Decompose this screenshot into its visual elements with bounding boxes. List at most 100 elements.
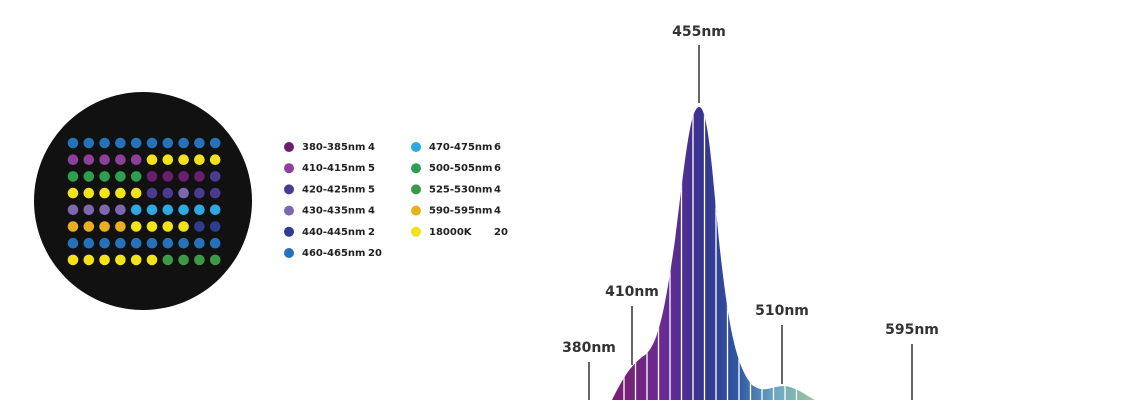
led [194, 154, 205, 165]
led [209, 154, 221, 165]
led [99, 237, 110, 249]
led [115, 221, 126, 232]
peak-lines [588, 45, 913, 400]
legend-count: 20 [368, 248, 382, 259]
led [209, 187, 221, 199]
led [194, 254, 205, 266]
led [194, 171, 205, 182]
led [67, 204, 79, 216]
led [83, 221, 95, 232]
legend-dot [284, 226, 294, 237]
led [146, 204, 158, 216]
legend-dot [411, 205, 421, 216]
led [99, 254, 110, 266]
led [99, 204, 110, 216]
led [99, 187, 110, 199]
peak-label: 380nm [562, 340, 616, 356]
led [83, 254, 95, 266]
led [209, 221, 221, 232]
led [146, 137, 158, 149]
legend-count: 4 [368, 206, 375, 217]
led [178, 204, 189, 216]
legend-dot [411, 163, 421, 174]
legend-dot [284, 184, 294, 195]
led [146, 154, 158, 165]
led-board [34, 92, 252, 310]
spectrum [612, 106, 815, 401]
legend-count: 20 [494, 227, 508, 238]
legend-label: 380-385nm [302, 142, 365, 153]
led [67, 187, 79, 199]
led [209, 137, 221, 149]
led [83, 171, 95, 182]
led [67, 221, 79, 232]
legend-label: 410-415nm [302, 163, 365, 174]
peak-label: 410nm [605, 284, 659, 300]
led [178, 137, 189, 149]
led [178, 254, 189, 266]
led [209, 254, 221, 266]
led [162, 187, 174, 199]
led [146, 187, 158, 199]
led-grid [67, 137, 221, 266]
led [99, 137, 110, 149]
led [178, 187, 189, 199]
led [67, 137, 79, 149]
legend-label: 470-475nm [429, 142, 492, 153]
led [99, 154, 110, 165]
legend-count: 2 [368, 227, 375, 238]
led [162, 154, 174, 165]
legend-dot [284, 248, 294, 258]
peak-label: 455nm [672, 24, 726, 40]
led [115, 171, 126, 182]
led [115, 254, 126, 266]
legend-dot [411, 184, 421, 195]
led [178, 154, 189, 165]
led [83, 237, 95, 249]
peak-label: 595nm [885, 322, 939, 338]
led [115, 204, 126, 216]
led [115, 187, 126, 199]
legend-dot [284, 205, 294, 216]
led [99, 171, 110, 182]
legend-count: 5 [368, 184, 375, 195]
led [130, 254, 142, 266]
led [115, 154, 126, 165]
led [162, 254, 174, 266]
legend-dot [411, 226, 421, 237]
led [194, 204, 205, 216]
led [194, 221, 205, 232]
led [67, 171, 79, 182]
legend-dot [284, 163, 294, 174]
led [83, 187, 95, 199]
led [194, 137, 205, 149]
led [146, 254, 158, 266]
led [130, 187, 142, 199]
led [146, 171, 158, 182]
led [178, 171, 189, 182]
led [83, 204, 95, 216]
legend-label: 440-445nm [302, 227, 365, 238]
led [130, 237, 142, 249]
legend-count: 4 [494, 184, 501, 195]
led [83, 154, 95, 165]
legend-label: 460-465nm [302, 248, 365, 259]
led [83, 137, 95, 149]
led [67, 154, 79, 165]
peak-label: 510nm [755, 303, 809, 319]
led [209, 237, 221, 249]
led [67, 237, 79, 249]
legend-count: 6 [494, 142, 501, 153]
led [162, 237, 174, 249]
led [162, 204, 174, 216]
led [209, 171, 221, 182]
legend-label: 420-425nm [302, 184, 365, 195]
led [162, 171, 174, 182]
legend-count: 4 [494, 206, 501, 217]
legend-label: 18000K [429, 227, 473, 238]
led [130, 171, 142, 182]
led [146, 221, 158, 232]
legend-label: 590-595nm [429, 206, 492, 217]
led [162, 137, 174, 149]
